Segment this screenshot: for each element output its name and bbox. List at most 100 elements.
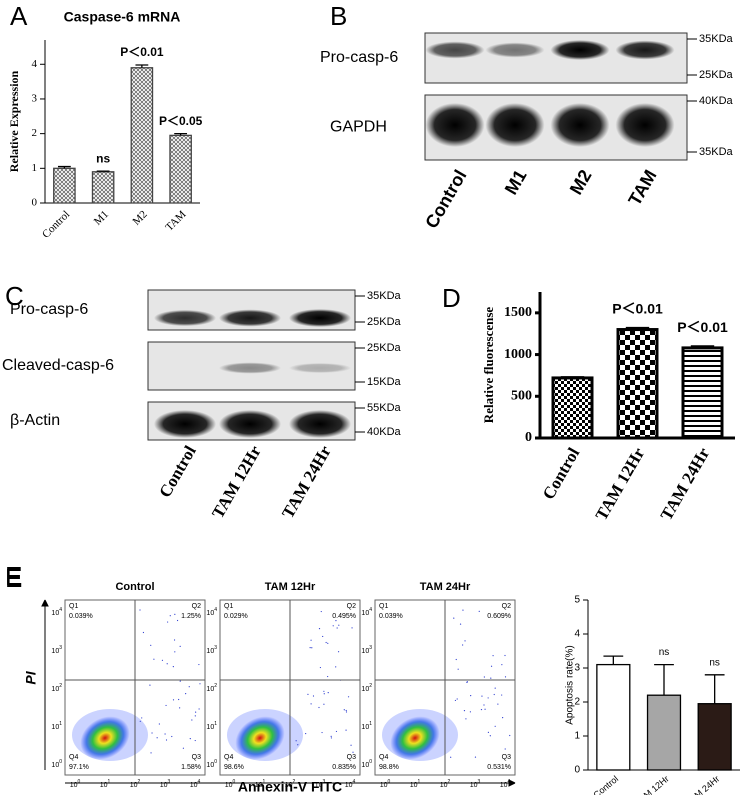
tick-base: 10 [206, 610, 214, 617]
error-bar [57, 165, 71, 169]
tick-exp: 4 [214, 607, 217, 613]
y-tick-label: 101 [361, 721, 372, 731]
x-tick-label: 100 [225, 779, 236, 789]
blot-band [485, 103, 545, 147]
scatter-dot [483, 676, 485, 678]
row-label: β-Actin [10, 412, 60, 429]
tick-base: 10 [51, 686, 59, 693]
scatter-dot [310, 703, 312, 705]
lane-label: TAM [624, 166, 660, 209]
scatter-dot [453, 617, 455, 619]
marker-label: 40KDa [367, 426, 402, 438]
quadrant-value: 1.58% [181, 764, 201, 771]
marker-label: 25KDa [367, 316, 402, 328]
quadrant-value: 1.25% [181, 613, 201, 620]
scatter-dot [483, 704, 485, 706]
x-tick-label: Control [40, 208, 72, 240]
row-label: Cleaved-casp-6 [2, 357, 114, 374]
x-tick-label: TAM 24Hr [657, 444, 714, 524]
y-tick-label: 102 [361, 683, 372, 693]
scatter-dot [480, 708, 483, 711]
y-tick-label: 1 [574, 731, 580, 742]
quadrant-value: 0.609% [487, 613, 511, 620]
tick-base: 10 [361, 686, 369, 693]
error-bar [625, 326, 650, 330]
scatter-dot [465, 718, 467, 720]
x-tick-label: TAM 12Hr [592, 444, 649, 524]
annotation: ns [709, 657, 720, 668]
annotation: ns [96, 151, 110, 165]
row-label: GAPDH [330, 119, 387, 136]
x-tick-label: 104 [345, 779, 356, 789]
quadrant-value: 0.029% [224, 613, 248, 620]
panel-letter: E [5, 561, 22, 591]
x-tick-label: 100 [380, 779, 391, 789]
scatter-dot [185, 693, 187, 695]
scatter-dot [198, 708, 200, 710]
y-tick-label: 2 [32, 127, 38, 139]
x-tick-label: Control [591, 774, 620, 795]
scatter-dot [172, 665, 174, 668]
scatter-dot [295, 740, 297, 742]
scatter-dot [351, 627, 353, 629]
y-tick-label: 4 [574, 629, 580, 640]
scatter-dot [481, 695, 483, 697]
annotation: P＜0.01 [677, 319, 728, 335]
tick-exp: 4 [369, 607, 372, 613]
quadrant-name: Q4 [224, 754, 233, 761]
scatter-dot [161, 659, 164, 661]
tick-base: 10 [361, 648, 369, 655]
scatter-dot [199, 683, 201, 685]
scatter-dot [179, 680, 181, 682]
tick-exp: 2 [369, 683, 372, 689]
scatter-dot [142, 631, 145, 634]
scatter-dot [343, 709, 345, 711]
x-tick-label: TAM [163, 208, 188, 233]
scatter-dot [172, 699, 175, 701]
scatter-dot [462, 644, 464, 646]
scatter-dot [322, 635, 324, 638]
tick-base: 10 [160, 782, 168, 789]
scatter-dot [178, 698, 180, 701]
y-tick-label: 1500 [504, 305, 532, 320]
blot-band [485, 42, 545, 58]
scatter-dot [501, 694, 503, 696]
error-bar [704, 674, 725, 704]
scatter-dot [501, 664, 503, 666]
scatter-dot [169, 615, 171, 617]
scatter-dot [151, 732, 153, 734]
scatter-dot [312, 695, 315, 697]
tick-base: 10 [361, 610, 369, 617]
y-tick-label: 1 [32, 162, 38, 174]
scatter-dot [176, 619, 179, 622]
tick-exp: 3 [59, 645, 62, 651]
y-tick-label: 103 [361, 645, 372, 655]
scatter-dot [188, 686, 190, 688]
quadrant-name: Q3 [347, 754, 356, 761]
scatter-dot [464, 640, 466, 642]
scatter-dot [149, 684, 151, 686]
marker-label: 15KDa [367, 376, 402, 388]
y-axis-arrow [41, 599, 49, 770]
scatter-dot [318, 627, 321, 630]
y-tick-label: 104 [361, 607, 372, 617]
panel-letter: B [330, 1, 347, 31]
lane-label: M2 [566, 166, 596, 198]
panel-letter: D [442, 283, 461, 313]
tick-exp: 0 [369, 759, 372, 765]
x-tick-label: 101 [255, 779, 266, 789]
scatter-dot [490, 665, 493, 667]
y-tick-label: 4 [32, 58, 38, 70]
tick-base: 10 [255, 782, 263, 789]
tick-base: 10 [130, 782, 138, 789]
x-tick-label: 104 [190, 779, 201, 789]
scatter-dot [323, 703, 325, 705]
tick-base: 10 [51, 762, 59, 769]
tick-base: 10 [70, 782, 78, 789]
panel-letter: A [10, 1, 28, 31]
y-tick-label: 1000 [504, 347, 532, 362]
tick-base: 10 [410, 782, 418, 789]
scatter-dot [164, 733, 166, 735]
scatter-dot [466, 681, 468, 684]
